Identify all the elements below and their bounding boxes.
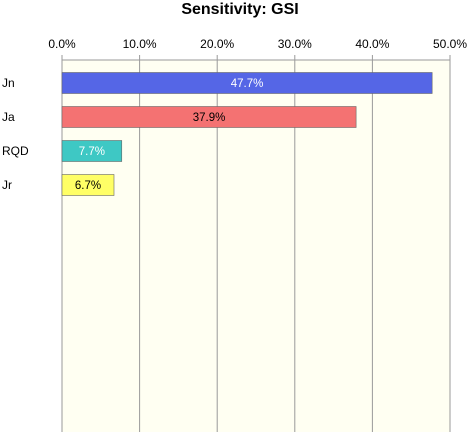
x-axis-ticks: 0.0% 10.0% 20.0% 30.0% 40.0% 50.0% <box>48 37 467 51</box>
bar-value-label: 7.7% <box>79 146 105 158</box>
x-tick-label: 50.0% <box>433 37 467 51</box>
bar-jn <box>61 72 433 94</box>
x-tick-label: 20.0% <box>200 37 234 51</box>
x-tick-label: 30.0% <box>278 37 312 51</box>
category-label: Jr <box>2 178 12 192</box>
category-label: Jn <box>2 76 15 90</box>
x-tick-label: 0.0% <box>48 37 76 51</box>
bar-rqd <box>61 140 123 162</box>
category-label: Ja <box>2 110 15 124</box>
category-label: RQD <box>2 144 29 158</box>
bars <box>61 72 433 196</box>
bar-value-label: 6.7% <box>75 180 101 192</box>
bar-value-label: 37.9% <box>193 112 226 124</box>
bar-jr <box>61 174 115 196</box>
chart-title: Sensitivity: GSI <box>181 1 298 18</box>
category-labels: Jn Ja RQD Jr <box>2 76 29 192</box>
x-tick-label: 10.0% <box>123 37 157 51</box>
bar-value-label: 47.7% <box>231 78 264 90</box>
x-tick-label: 40.0% <box>355 37 389 51</box>
bar-ja <box>61 106 357 128</box>
bar-value-labels: 47.7% 37.9% 7.7% 6.7% <box>75 78 263 192</box>
